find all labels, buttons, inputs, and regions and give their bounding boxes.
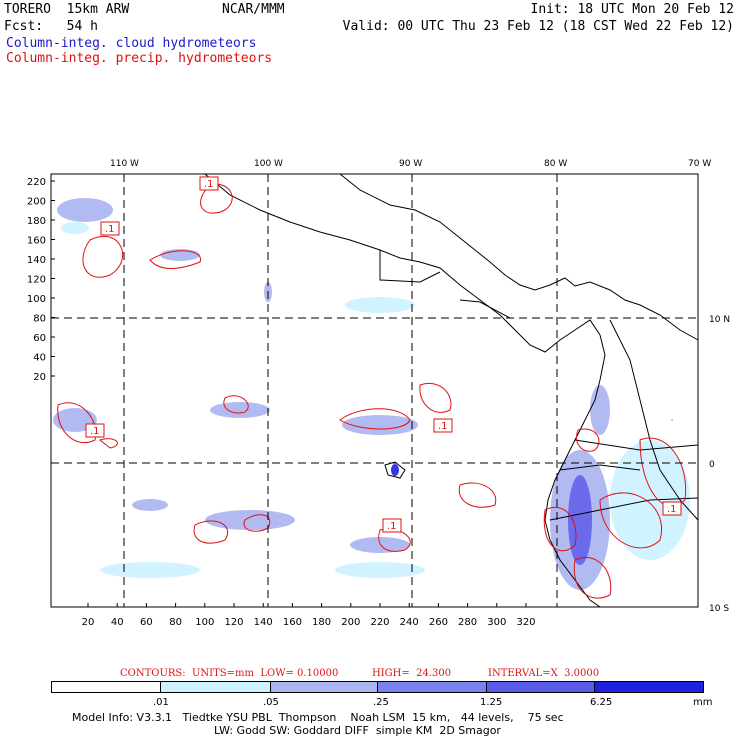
lon-label: 80 W (544, 159, 567, 169)
grid-lines (51, 174, 698, 607)
y-tick-label: 140 (27, 255, 46, 266)
x-tick-label: 220 (370, 617, 389, 628)
colorbar-segment (594, 681, 704, 693)
y-tick-label: 60 (33, 333, 46, 344)
x-tick-label: 20 (82, 617, 95, 628)
model-info-line2: LW: Godd SW: Goddard DIFF simple KM 2D S… (214, 724, 501, 737)
y-tick-label: 40 (33, 353, 46, 364)
x-axis-ticks: 20 40 60 80 100 120 140 160 180 200 220 240 260 280 30… (82, 603, 536, 628)
model-title: TORERO 15km ARW (4, 2, 130, 17)
contours-info: CONTOURS: UNITS=mm LOW= 0.10000 (120, 668, 339, 679)
lon-label: 110 W (110, 159, 139, 169)
colorbar-segment (377, 681, 487, 693)
valid-time: Valid: 00 UTC Thu 23 Feb 12 (18 CST Wed … (342, 19, 734, 34)
forecast-hour: Fcst: 54 h (4, 19, 98, 34)
lon-label: 100 W (254, 159, 283, 169)
y-tick-label: 200 (27, 197, 46, 208)
y-tick-label: 20 (33, 372, 46, 383)
x-tick-label: 120 (224, 617, 243, 628)
x-tick-label: 80 (169, 617, 182, 628)
colorbar-label: .01 (153, 697, 169, 708)
colorbar-unit: mm (693, 697, 713, 708)
colorbar-segment (51, 681, 161, 693)
x-tick-label: 260 (429, 617, 448, 628)
y-tick-label: 80 (33, 314, 46, 325)
y-tick-label: 120 (27, 275, 46, 286)
y-tick-label: 220 (27, 177, 46, 188)
x-tick-label: 160 (283, 617, 302, 628)
x-tick-label: 40 (111, 617, 124, 628)
lat-label: 0 (709, 460, 715, 470)
colorbar-segment (160, 681, 271, 693)
colorbar-label: .25 (373, 697, 389, 708)
model-info-line1: Model Info: V3.3.1 Tiedtke YSU PBL Thomp… (72, 711, 564, 724)
lon-label: 90 W (399, 159, 422, 169)
y-tick-label: 160 (27, 236, 46, 247)
precip-contours (57, 183, 687, 599)
y-axis-ticks: 220 200 180 160 140 120 100 80 60 40 20 (27, 177, 55, 383)
lon-label: 70 W (688, 159, 711, 169)
colorbar-label: 1.25 (480, 697, 503, 708)
svg-text:.1: .1 (204, 179, 214, 190)
colorbar-label: 6.25 (590, 697, 613, 708)
svg-text:.1: .1 (387, 521, 397, 532)
svg-text:.1: .1 (438, 421, 448, 432)
x-tick-label: 280 (458, 617, 477, 628)
colorbar-segment (486, 681, 595, 693)
contours-high: HIGH= 24.300 (372, 668, 452, 679)
svg-text:.1: .1 (105, 224, 115, 235)
x-tick-label: 320 (516, 617, 535, 628)
lat-label: 10 S (709, 604, 729, 614)
contour-label-text: .1 .1 .1 .1 .1 .1 (90, 179, 677, 532)
x-tick-label: 200 (341, 617, 360, 628)
field-cloud-label: Column-integ. cloud hydrometeors (6, 36, 257, 51)
x-tick-label: 60 (140, 617, 153, 628)
svg-text:.1: .1 (667, 504, 677, 515)
lat-label: 10 N (709, 315, 730, 325)
x-tick-label: 240 (400, 617, 419, 628)
contours-interval: INTERVAL=X 3.0000 (488, 668, 600, 679)
x-tick-label: 180 (312, 617, 331, 628)
field-precip-label: Column-integ. precip. hydrometeors (6, 51, 273, 66)
init-time: Init: 18 UTC Mon 20 Feb 12 (530, 2, 735, 17)
svg-text:.1: .1 (90, 426, 100, 437)
center-title: NCAR/MMM (222, 2, 285, 17)
x-tick-label: 140 (254, 617, 273, 628)
colorbar-label: .05 (263, 697, 279, 708)
colorbar-segment (270, 681, 378, 693)
y-tick-label: 100 (27, 294, 46, 305)
y-tick-label: 180 (27, 216, 46, 227)
contour-label-boxes (85, 176, 682, 533)
x-tick-label: 100 (195, 617, 214, 628)
x-tick-label: 300 (487, 617, 506, 628)
